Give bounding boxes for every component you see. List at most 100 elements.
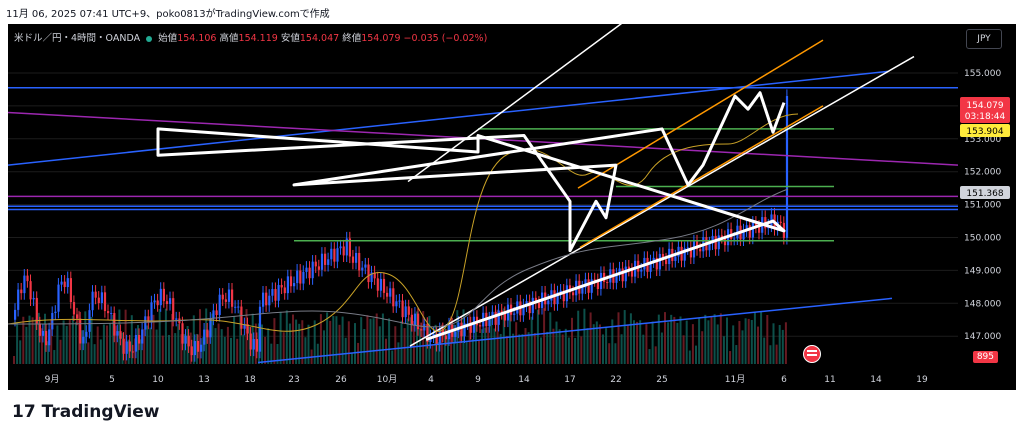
volume-bar	[143, 329, 146, 364]
y-tick-label: 150.000	[964, 234, 1001, 244]
candle-body	[100, 292, 103, 304]
volume-bar	[298, 323, 301, 364]
volume-bar	[307, 324, 310, 364]
candle-body	[314, 261, 317, 267]
candle-body	[265, 292, 268, 306]
candle-body	[630, 269, 634, 277]
volume-bar	[623, 310, 626, 364]
candle-body	[286, 276, 289, 294]
us-flag-icon[interactable]	[803, 345, 821, 363]
candle-body	[711, 235, 714, 244]
volume-bar	[109, 323, 112, 364]
volume-bar	[363, 328, 366, 364]
y-tick-label: 151.000	[964, 201, 1001, 211]
volume-bar	[137, 325, 139, 364]
volume-bar	[701, 331, 704, 364]
volume-bar	[168, 334, 170, 364]
candle-body	[262, 292, 265, 307]
volume-bar	[465, 340, 468, 364]
volume-bar	[282, 332, 285, 364]
candle-body	[311, 261, 314, 279]
volume-bar	[208, 330, 211, 364]
volume-bar	[71, 315, 74, 364]
candle-body	[696, 241, 699, 250]
volume-bar	[329, 320, 332, 364]
candle-body	[212, 310, 215, 319]
price-chart-svg[interactable]: 155.000154.000153.000152.000151.000150.0…	[8, 24, 1016, 390]
candle-body	[51, 313, 54, 330]
candle-body	[69, 278, 72, 303]
channel-upper-orange	[577, 39, 824, 189]
candle-body	[624, 266, 627, 282]
volume-bar	[431, 344, 434, 364]
volume-bar	[360, 317, 363, 364]
x-tick-label: 10	[152, 375, 164, 385]
candle-body	[88, 310, 91, 332]
candle-body	[29, 281, 32, 300]
x-tick-label: 9月	[45, 374, 60, 385]
price-path-zigzag	[156, 91, 786, 341]
volume-bar	[335, 316, 338, 364]
volume-bar	[468, 314, 471, 364]
volume-bar	[505, 336, 508, 364]
candle-body	[131, 351, 134, 353]
volume-bar	[651, 321, 654, 364]
candle-body	[513, 313, 516, 315]
volume-bar	[726, 317, 728, 364]
volume-bar	[344, 337, 347, 364]
volume-bar	[757, 326, 759, 364]
volume-bar	[620, 334, 623, 364]
candle-body	[392, 288, 395, 307]
candle-body	[677, 246, 680, 257]
symbol-label[interactable]: 米ドル／円・4時間・OANDA	[14, 33, 141, 44]
volume-bar	[521, 334, 524, 364]
volume-bar	[741, 330, 744, 364]
candle-body	[779, 221, 782, 223]
candle-body	[293, 283, 296, 287]
volume-bar	[40, 328, 43, 364]
x-tick-label: 5	[109, 375, 115, 385]
volume-bar	[158, 308, 161, 364]
x-tick-label: 14	[518, 375, 530, 385]
volume-bar	[75, 322, 77, 364]
volume-bar	[319, 314, 322, 364]
y-tick-label: 152.000	[964, 168, 1001, 178]
volume-bar	[323, 330, 325, 364]
volume-bar	[487, 327, 490, 364]
candle-body	[364, 264, 367, 268]
volume-bar	[595, 321, 598, 364]
candle-body	[401, 300, 404, 318]
x-tick-label: 25	[656, 375, 667, 385]
candle-body	[296, 270, 299, 284]
volume-bar	[676, 322, 679, 364]
volume-bar	[99, 339, 102, 364]
volume-bar	[381, 313, 384, 364]
volume-bar	[19, 340, 22, 364]
currency-button[interactable]: JPY	[966, 29, 1002, 49]
channel-lower-white	[409, 55, 915, 347]
volume-bar	[295, 319, 298, 364]
chart-area[interactable]: 155.000154.000153.000152.000151.000150.0…	[8, 24, 1016, 390]
countdown-label: 03:18:44	[965, 112, 1006, 122]
volume-bar	[124, 309, 127, 364]
high-value: 154.119	[238, 33, 278, 44]
candle-body	[379, 278, 382, 291]
y-tick-label: 148.000	[964, 299, 1001, 309]
candle-body	[460, 322, 463, 337]
candle-body	[20, 289, 23, 294]
high-label: 高値	[219, 33, 239, 44]
volume-bar	[366, 315, 369, 364]
volume-bar	[456, 310, 459, 364]
volume-bar	[149, 327, 152, 364]
candle-body	[500, 310, 503, 314]
volume-bar	[164, 308, 167, 364]
candle-body	[754, 222, 758, 227]
volume-bar	[437, 342, 440, 364]
volume-bar	[598, 324, 601, 364]
volume-bar	[471, 339, 474, 364]
volume-bar	[338, 324, 341, 364]
candle-body	[376, 278, 379, 291]
candle-body	[17, 289, 20, 310]
volume-bar	[744, 318, 747, 364]
volume-bar	[16, 322, 19, 364]
